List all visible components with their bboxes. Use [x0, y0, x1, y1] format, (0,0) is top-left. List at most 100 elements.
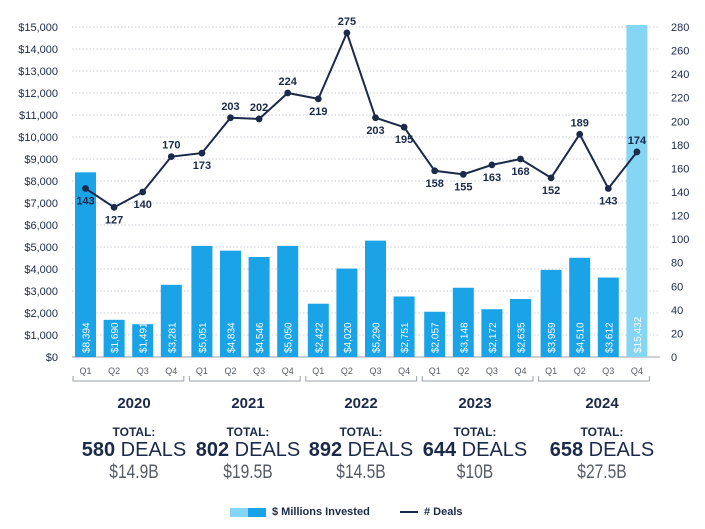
invested-bar — [510, 299, 531, 357]
quarter-label: Q3 — [253, 366, 265, 376]
invested-bar-label: $3,148 — [459, 322, 470, 353]
deals-point-label: 168 — [511, 166, 529, 178]
deals-word: DEALS — [588, 439, 655, 461]
invested-bar — [220, 250, 241, 357]
deals-point-label: 143 — [599, 195, 617, 207]
invested-bar — [336, 268, 358, 357]
year-label: 2021 — [231, 395, 265, 412]
quarter-label: Q1 — [79, 366, 91, 376]
left-axis-tick-labels: $0 $1,000 $2,000 $3,000 $4,000 $5,000 $6,000 $7… — [18, 22, 58, 364]
left-tick-label: $2,000 — [24, 308, 58, 320]
total-label: TOTAL: — [453, 425, 497, 439]
invested-bar-label: $8,394 — [82, 322, 93, 353]
deals-word: DEALS — [120, 439, 187, 461]
year-bracket — [305, 376, 418, 382]
invested-bar-label: $2,635 — [517, 322, 528, 353]
deals-point — [167, 153, 175, 161]
left-tick-label: $9,000 — [24, 154, 58, 166]
total-deals: 892 DEALS — [301, 439, 421, 462]
deals-point — [633, 148, 641, 156]
invested-bar — [248, 256, 270, 357]
deals-points: 143 127 140 170 173 203 202 224 219 275 203 195 158 1… — [76, 16, 647, 226]
deals-point — [372, 114, 379, 122]
deals-point-label: 143 — [76, 195, 94, 207]
invested-bar — [569, 257, 591, 357]
total-label: TOTAL: — [226, 425, 270, 439]
invested-bar-label: $4,510 — [576, 322, 587, 353]
total-deals: 580 DEALS — [74, 439, 194, 462]
total-label: TOTAL: — [112, 425, 156, 439]
total-deals: 802 DEALS — [188, 439, 308, 462]
quarter-label: Q3 — [602, 366, 614, 376]
left-tick-label: $7,000 — [24, 198, 58, 210]
deals-point — [517, 155, 524, 163]
right-tick-label: 40 — [671, 305, 683, 317]
total-invested: $14.5B — [336, 462, 386, 483]
quarter-label: Q3 — [486, 366, 498, 376]
deals-point-label: 202 — [250, 102, 268, 114]
invested-bar — [540, 269, 562, 357]
left-tick-label: $4,000 — [24, 264, 58, 276]
left-tick-label: $11,000 — [19, 110, 58, 122]
year-label: 2022 — [344, 395, 378, 412]
invested-bar — [365, 240, 386, 357]
deals-word: DEALS — [234, 439, 301, 461]
year-label: 2020 — [117, 395, 151, 412]
right-tick-label: 120 — [671, 211, 689, 223]
deals-point — [284, 89, 292, 97]
quarter-label: Q4 — [398, 366, 410, 376]
invested-bar — [132, 324, 154, 357]
deals-point — [459, 170, 467, 178]
right-tick-label: 80 — [671, 258, 683, 270]
invested-bar — [626, 25, 648, 357]
invested-bar-label: $5,051 — [198, 322, 209, 353]
left-tick-label: $8,000 — [24, 176, 58, 188]
quarter-label: Q4 — [631, 366, 643, 376]
deals-point-label: 127 — [105, 214, 123, 226]
deals-point — [198, 149, 206, 157]
invested-bar-label: $4,546 — [255, 322, 266, 353]
invested-bar — [393, 296, 415, 357]
quarter-label: Q1 — [196, 366, 208, 376]
deals-point-label: 195 — [395, 134, 413, 146]
quarter-label: Q2 — [341, 366, 353, 376]
quarter-label: Q1 — [312, 366, 324, 376]
quarter-label: Q4 — [282, 366, 294, 376]
invested-bar-label: $1,690 — [110, 322, 121, 353]
invested-bar-label: $2,422 — [314, 322, 325, 353]
deals-point — [488, 161, 496, 169]
deals-line — [84, 30, 638, 209]
deals-point-label: 173 — [193, 160, 211, 172]
year-bracket — [421, 376, 534, 382]
invested-bar-label: $5,050 — [284, 322, 295, 353]
left-tick-label: $13,000 — [18, 66, 58, 78]
deals-point — [431, 167, 439, 175]
year-bracket — [538, 376, 650, 382]
deals-point-label: 275 — [338, 16, 356, 28]
left-tick-label: $10,000 — [18, 132, 58, 144]
deals-point — [343, 29, 351, 37]
legend-item-deals: # Deals — [400, 506, 463, 518]
year-summary-2024: 2024 TOTAL: 658 DEALS $27.5B — [542, 395, 662, 484]
total-invested: $27.5B — [577, 462, 627, 483]
deals-point-label: 163 — [483, 172, 501, 184]
left-tick-label: $6,000 — [24, 220, 58, 232]
year-label: 2023 — [458, 395, 492, 412]
right-tick-label: 280 — [671, 22, 689, 34]
deals-point-label: 174 — [628, 135, 647, 147]
quarter-label: Q2 — [224, 366, 236, 376]
deals-point — [139, 188, 147, 196]
invested-bar — [597, 277, 619, 357]
left-tick-label: $12,000 — [18, 88, 58, 100]
legend-swatch-line — [400, 511, 418, 513]
deals-count: 644 — [422, 439, 457, 461]
invested-bar-label: $15,432 — [633, 316, 644, 353]
right-tick-label: 60 — [671, 281, 683, 293]
total-deals: 644 DEALS — [415, 439, 535, 462]
right-tick-label: 0 — [671, 352, 677, 364]
left-tick-label: $0 — [46, 352, 58, 364]
quarter-label: Q3 — [369, 366, 381, 376]
deals-point — [400, 123, 408, 131]
investment-deals-chart: $0 $1,000 $2,000 $3,000 $4,000 $5,000 $6,000 $7… — [18, 16, 689, 382]
left-tick-label: $3,000 — [24, 286, 58, 298]
